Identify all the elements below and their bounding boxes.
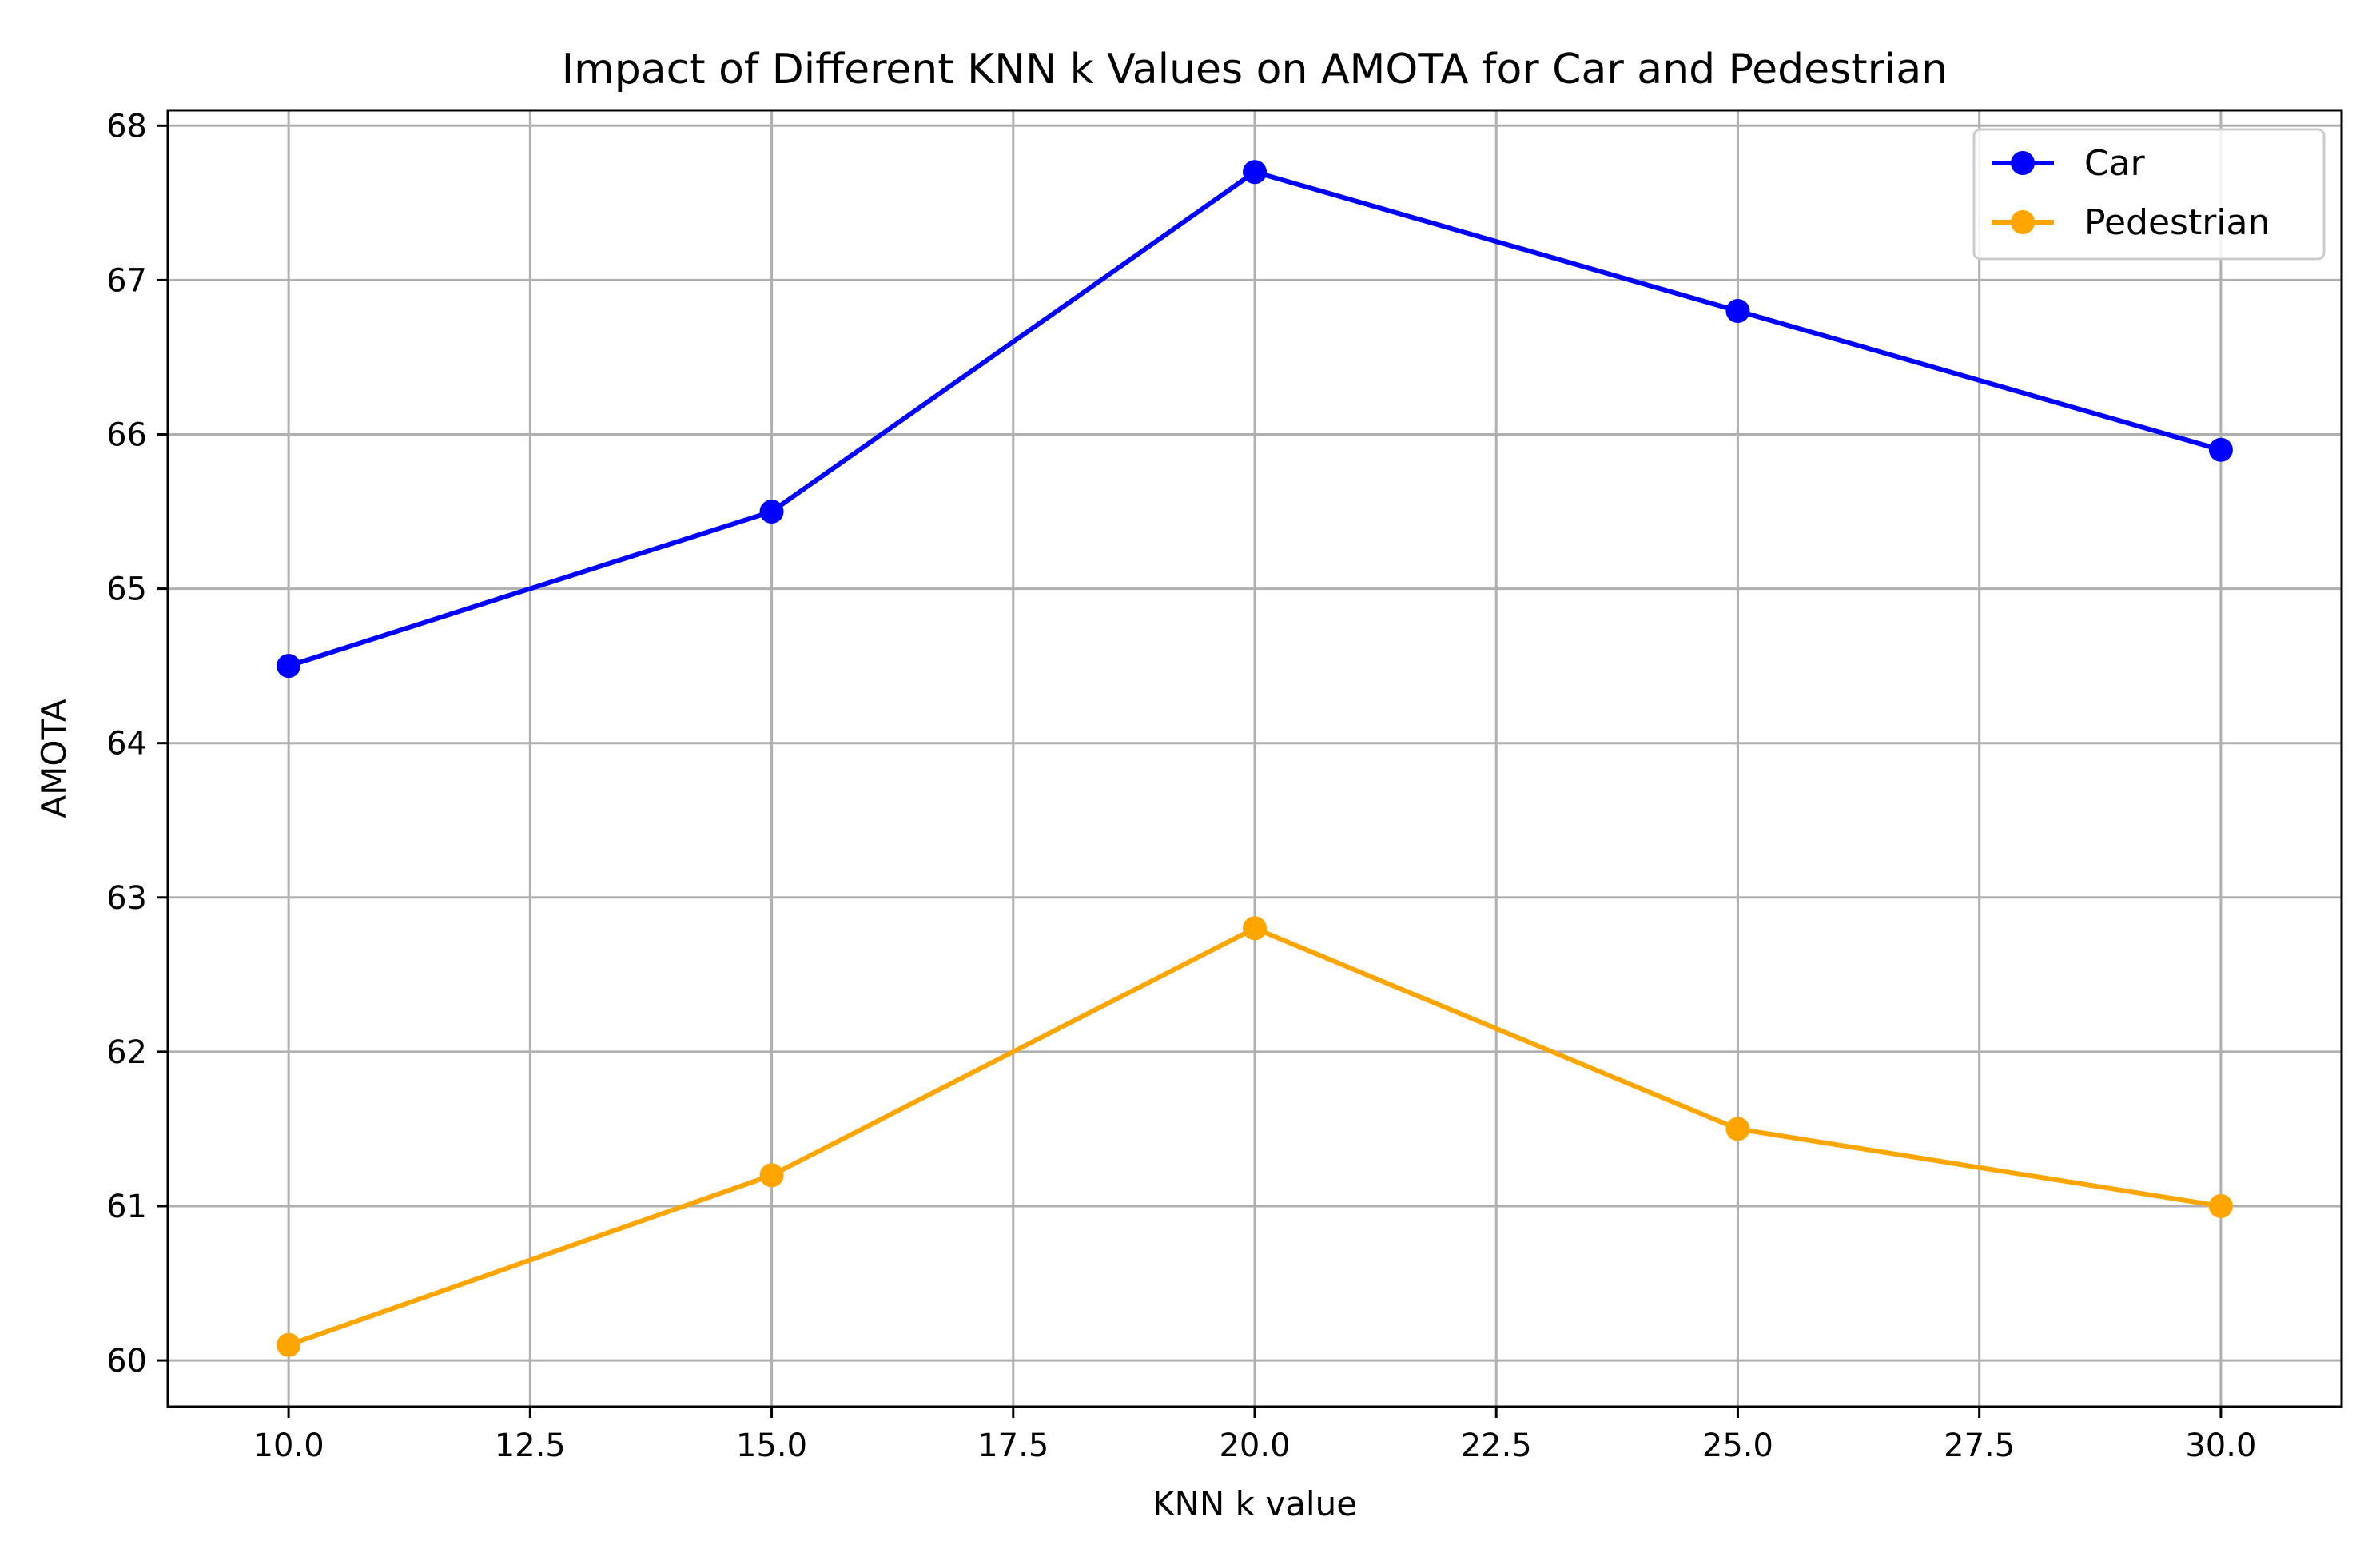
x-tick-label: 12.5 [495, 1428, 566, 1464]
x-tick-label: 25.0 [1702, 1428, 1773, 1464]
y-tick-label: 64 [106, 726, 147, 763]
legend-label-pedestrian: Pedestrian [2084, 202, 2270, 243]
axis-ticks: 10.0 12.5 15.0 17.5 20.0 22.5 25.0 27.5 30.0 60 61… [106, 108, 2256, 1464]
grid [168, 110, 2342, 1407]
x-tick-label: 15.0 [736, 1428, 807, 1464]
data-point-car [277, 654, 301, 679]
legend-box [1972, 128, 2326, 261]
x-tick-label: 27.5 [1944, 1428, 2015, 1464]
data-point-pedestrian [2208, 1193, 2233, 1218]
data-point-car [1725, 299, 1750, 324]
x-tick-label: 22.5 [1461, 1428, 1532, 1464]
legend: Car Pedestrian [1972, 128, 2326, 261]
data-point-pedestrian [1725, 1117, 1750, 1141]
data-point-car [1243, 160, 1267, 185]
data-point-pedestrian [277, 1332, 301, 1357]
x-tick-label: 20.0 [1219, 1428, 1290, 1464]
x-tick-label: 30.0 [2185, 1428, 2256, 1464]
x-axis-label: KNN k value [1152, 1484, 1357, 1523]
data-point-pedestrian [1243, 916, 1267, 941]
y-tick-label: 62 [106, 1034, 147, 1071]
legend-marker-car [2011, 151, 2035, 175]
y-tick-label: 67 [106, 262, 147, 299]
y-tick-label: 61 [106, 1189, 147, 1225]
x-tick-label: 17.5 [977, 1428, 1049, 1464]
data-point-car [759, 500, 784, 524]
y-tick-label: 66 [106, 417, 147, 454]
legend-marker-pedestrian [2011, 210, 2035, 234]
data-point-pedestrian [759, 1163, 784, 1188]
legend-label-car: Car [2084, 143, 2146, 184]
x-tick-label: 10.0 [253, 1428, 324, 1464]
chart-title: Impact of Different KNN k Values on AMOT… [562, 46, 1948, 94]
y-axis-label: AMOTA [34, 699, 74, 818]
y-tick-label: 68 [106, 108, 147, 145]
plot-series [277, 160, 2233, 1357]
data-point-car [2208, 437, 2233, 462]
y-tick-label: 63 [106, 880, 147, 917]
y-tick-label: 65 [106, 571, 147, 608]
y-tick-label: 60 [106, 1343, 147, 1380]
